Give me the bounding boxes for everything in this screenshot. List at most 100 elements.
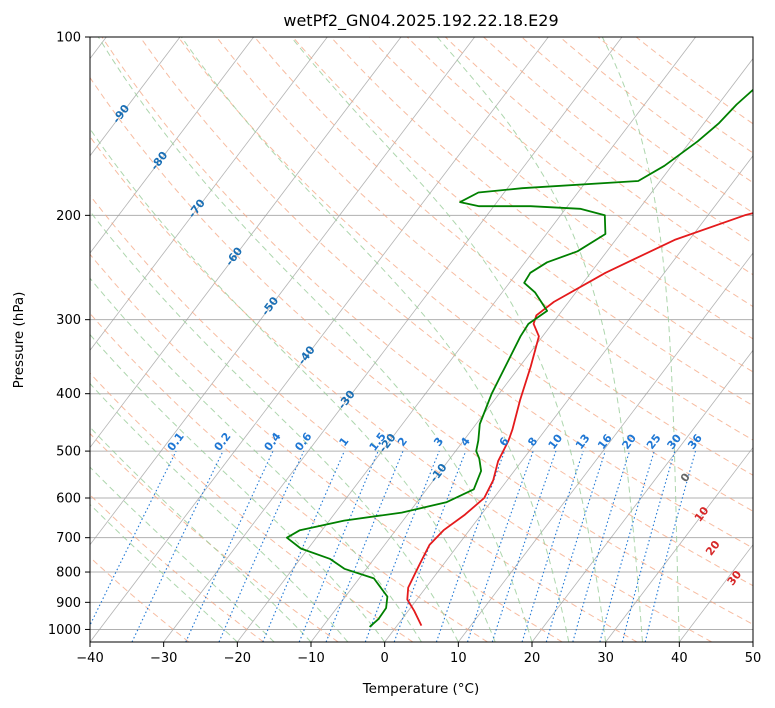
moist-adiabat-label: -10 [427,461,450,485]
dry-adiabat-line [177,37,753,512]
x-tick-label: 40 [671,651,688,666]
mixing-ratio-line [131,450,224,642]
chart-title: wetPf2_GN04.2025.192.22.18.E29 [283,11,558,31]
mixing-ratio-label: 0.2 [212,430,234,453]
mixing-ratio-label: 1 [337,435,352,449]
moist-adiabat-label: -30 [335,388,358,412]
x-tick-label: −30 [150,651,177,666]
mixing-ratio-label: 16 [595,432,615,452]
dry-adiabat-line [90,372,414,642]
mixing-ratio-label: 3 [431,435,446,449]
isotherm-line [90,37,254,254]
mixing-ratio-line [644,450,697,642]
isotherm-line [752,641,753,642]
moist-adiabat-line [90,503,238,642]
x-tick-label: −10 [297,651,324,666]
y-tick-label: 600 [56,492,81,507]
dry-adiabat-line [90,135,712,642]
y-tick-label: 400 [56,387,81,402]
temperature-line [406,212,753,626]
moist-adiabat-line [90,128,496,642]
mixing-ratio-label: 4 [458,435,473,449]
mixing-ratio-label: 20 [619,432,639,452]
mixing-ratio-line [435,450,506,642]
moist-adiabat-line [90,382,349,642]
mixing-ratio-label: 10 [546,432,566,452]
mixing-ratio-line [521,450,584,642]
isotherm-line [679,544,753,642]
moist-adiabat-line [90,333,386,642]
mixing-ratio-line [545,450,606,642]
dry-adiabat-label: 20 [703,538,723,558]
x-tick-label: 20 [524,651,541,666]
chart-series-layer [286,88,753,628]
dry-adiabat-line [139,37,753,549]
dry-adiabat-line [254,37,753,441]
dry-adiabat-label: 40 [750,593,770,613]
moist-adiabat-line [90,426,312,642]
x-tick-label: 30 [597,651,614,666]
mixing-ratio-label: 30 [665,432,685,452]
dry-adiabat-line [101,37,753,587]
moist-adiabat-label: -40 [295,343,318,367]
y-axis-label: Pressure (hPa) [11,292,27,389]
isotherm-line [163,37,623,642]
mixing-ratio-label: 2 [395,435,410,449]
moist-adiabat-line [90,210,459,642]
x-tick-label: −20 [224,651,251,666]
moist-adiabat-line [90,466,275,642]
mixing-ratio-line [621,450,676,642]
dry-adiabat-line [90,253,563,642]
isotherm-line [90,37,549,642]
isotherm-line [90,37,402,449]
dry-adiabat-line [521,37,753,214]
mixing-ratio-label: 0.6 [292,430,314,454]
y-tick-label: 700 [56,531,81,546]
x-tick-label: 10 [450,651,467,666]
y-tick-label: 100 [56,31,81,46]
mixing-ratio-line [572,450,631,642]
mixing-ratio-line [491,450,557,642]
moist-adiabat-line [90,277,422,642]
isotherm-line [605,446,753,642]
moist-adiabat-label: -100 [65,57,92,87]
moist-adiabat-line [180,37,570,642]
mixing-ratio-line [262,450,345,642]
dry-adiabat-line [368,37,753,340]
isotherm-line [237,37,696,642]
mixing-ratio-label: 8 [525,435,540,449]
dry-adiabat-line [292,37,753,407]
dry-adiabat-line [90,312,488,642]
mixing-ratio-line [298,450,379,642]
moist-adiabat-label: -80 [148,149,171,173]
moist-adiabat-label: -90 [110,102,133,126]
x-tick-label: 50 [745,651,762,666]
moist-adiabat-line [290,37,607,642]
dry-adiabat-line [330,37,753,373]
y-tick-label: 300 [56,313,81,328]
y-tick-label: 900 [56,596,81,611]
mixing-ratio-line [325,450,404,642]
mixing-ratio-line [218,450,305,642]
y-tick-label: 200 [56,209,81,224]
mixing-ratio-line [185,450,274,642]
chart-background-lines [90,37,753,642]
isotherm-line [384,155,753,642]
mixing-ratio-label: 36 [685,432,705,452]
dry-adiabat-line [597,37,753,154]
moist-adiabat-label: -70 [186,196,209,220]
y-tick-label: 800 [56,566,81,581]
x-tick-label: −40 [76,651,103,666]
dry-adiabat-label: 10 [692,504,712,524]
isotherm-line [90,37,328,351]
chart-axes: −40 −30 −20 −10 0 10 20 30 40 5010020030040050060… [48,31,761,667]
isotherm-line [458,252,753,642]
dry-adiabat-label: 30 [725,568,745,588]
moist-adiabat-label: -50 [259,294,282,318]
dry-adiabat-label: 0 [678,470,693,484]
isotherm-line [90,37,475,546]
mixing-ratio-line [599,450,655,642]
mixing-ratio-label: 13 [573,432,593,452]
moist-adiabat-line [97,37,533,642]
